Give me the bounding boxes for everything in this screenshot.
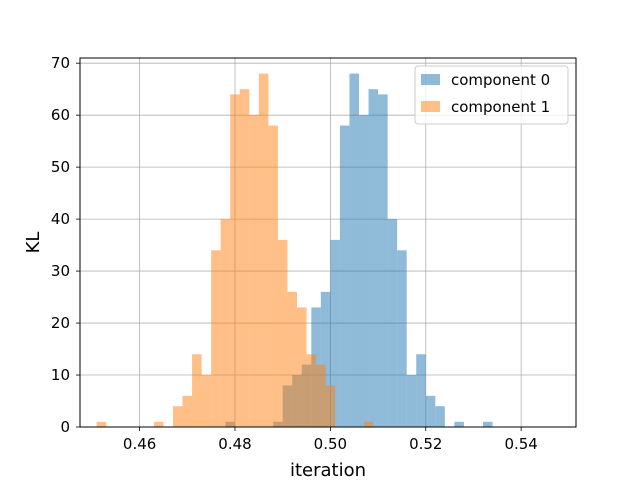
y-axis-label: KL bbox=[23, 232, 44, 254]
histogram-bar-series-1 bbox=[230, 94, 240, 427]
histogram-bar-series-1 bbox=[201, 375, 212, 427]
histogram-bar-series-1 bbox=[277, 239, 288, 427]
x-tick-label: 0.48 bbox=[218, 435, 251, 453]
y-tick-label: 20 bbox=[51, 314, 70, 332]
x-tick-label: 0.52 bbox=[409, 435, 442, 453]
x-tick-label: 0.50 bbox=[314, 435, 347, 453]
y-tick-label: 50 bbox=[51, 158, 70, 176]
histogram-bar-series-0 bbox=[368, 89, 379, 427]
x-axis-label: iteration bbox=[290, 460, 366, 480]
y-tick-label: 40 bbox=[51, 210, 70, 228]
y-tick-label: 0 bbox=[60, 418, 70, 436]
histogram-bar-series-0 bbox=[378, 94, 388, 427]
x-tick-label: 0.54 bbox=[504, 435, 537, 453]
histogram-bar-series-0 bbox=[387, 219, 398, 427]
histogram-bar-series-1 bbox=[249, 115, 259, 428]
legend-box bbox=[414, 65, 569, 125]
histogram-bar-series-1 bbox=[211, 250, 221, 427]
histogram-bar-series-1 bbox=[239, 89, 250, 427]
legend-label: component 0 bbox=[451, 71, 550, 89]
histogram-bars bbox=[96, 73, 493, 428]
y-tick-label: 30 bbox=[51, 262, 70, 280]
histogram-bar-series-0 bbox=[359, 115, 369, 428]
y-tick-label: 10 bbox=[51, 366, 70, 384]
x-tick-label: 0.46 bbox=[123, 435, 156, 453]
histogram-bar-series-0 bbox=[483, 421, 493, 427]
histogram-bar-series-0 bbox=[435, 406, 445, 427]
histogram-bar-series-0 bbox=[397, 250, 407, 427]
histogram-bar-series-0 bbox=[339, 125, 350, 427]
legend-swatch bbox=[421, 101, 440, 112]
histogram-bar-series-1 bbox=[297, 307, 307, 427]
histogram-bar-series-0 bbox=[425, 395, 436, 427]
histogram-bar-series-1 bbox=[96, 421, 107, 427]
histogram-bar-series-0 bbox=[416, 354, 426, 427]
axis-ticks: 0.46 0.48 0.50 0.52 0.54 0 10 20 30 40 50 60 70 bbox=[51, 54, 538, 453]
legend-label: component 1 bbox=[451, 98, 550, 116]
histogram-bar-series-1 bbox=[363, 421, 374, 427]
histogram-bar-series-0 bbox=[320, 291, 331, 427]
histogram-bar-series-1 bbox=[316, 364, 326, 427]
histogram-bar-series-1 bbox=[192, 354, 202, 427]
histogram-bar-series-1 bbox=[306, 354, 317, 427]
histogram-bar-series-1 bbox=[287, 291, 297, 427]
histogram-bar-series-0 bbox=[330, 239, 340, 427]
y-tick-label: 60 bbox=[51, 106, 70, 124]
histogram-bar-series-0 bbox=[406, 375, 417, 427]
y-tick-label: 70 bbox=[51, 54, 70, 72]
histogram-bar-series-0 bbox=[454, 421, 464, 427]
histogram-bar-series-1 bbox=[220, 219, 231, 427]
histogram-bar-series-1 bbox=[153, 421, 164, 427]
plot-frame bbox=[79, 57, 577, 428]
histogram-bar-series-1 bbox=[325, 385, 336, 427]
histogram-bar-series-1 bbox=[268, 125, 278, 427]
histogram-bar-series-1 bbox=[258, 73, 269, 427]
histogram-bar-series-0 bbox=[349, 73, 359, 427]
histogram-bar-series-1 bbox=[173, 406, 183, 427]
histogram-bar-series-1 bbox=[182, 395, 193, 427]
legend: component 0 component 1 bbox=[414, 65, 569, 125]
legend-swatch bbox=[421, 74, 440, 85]
